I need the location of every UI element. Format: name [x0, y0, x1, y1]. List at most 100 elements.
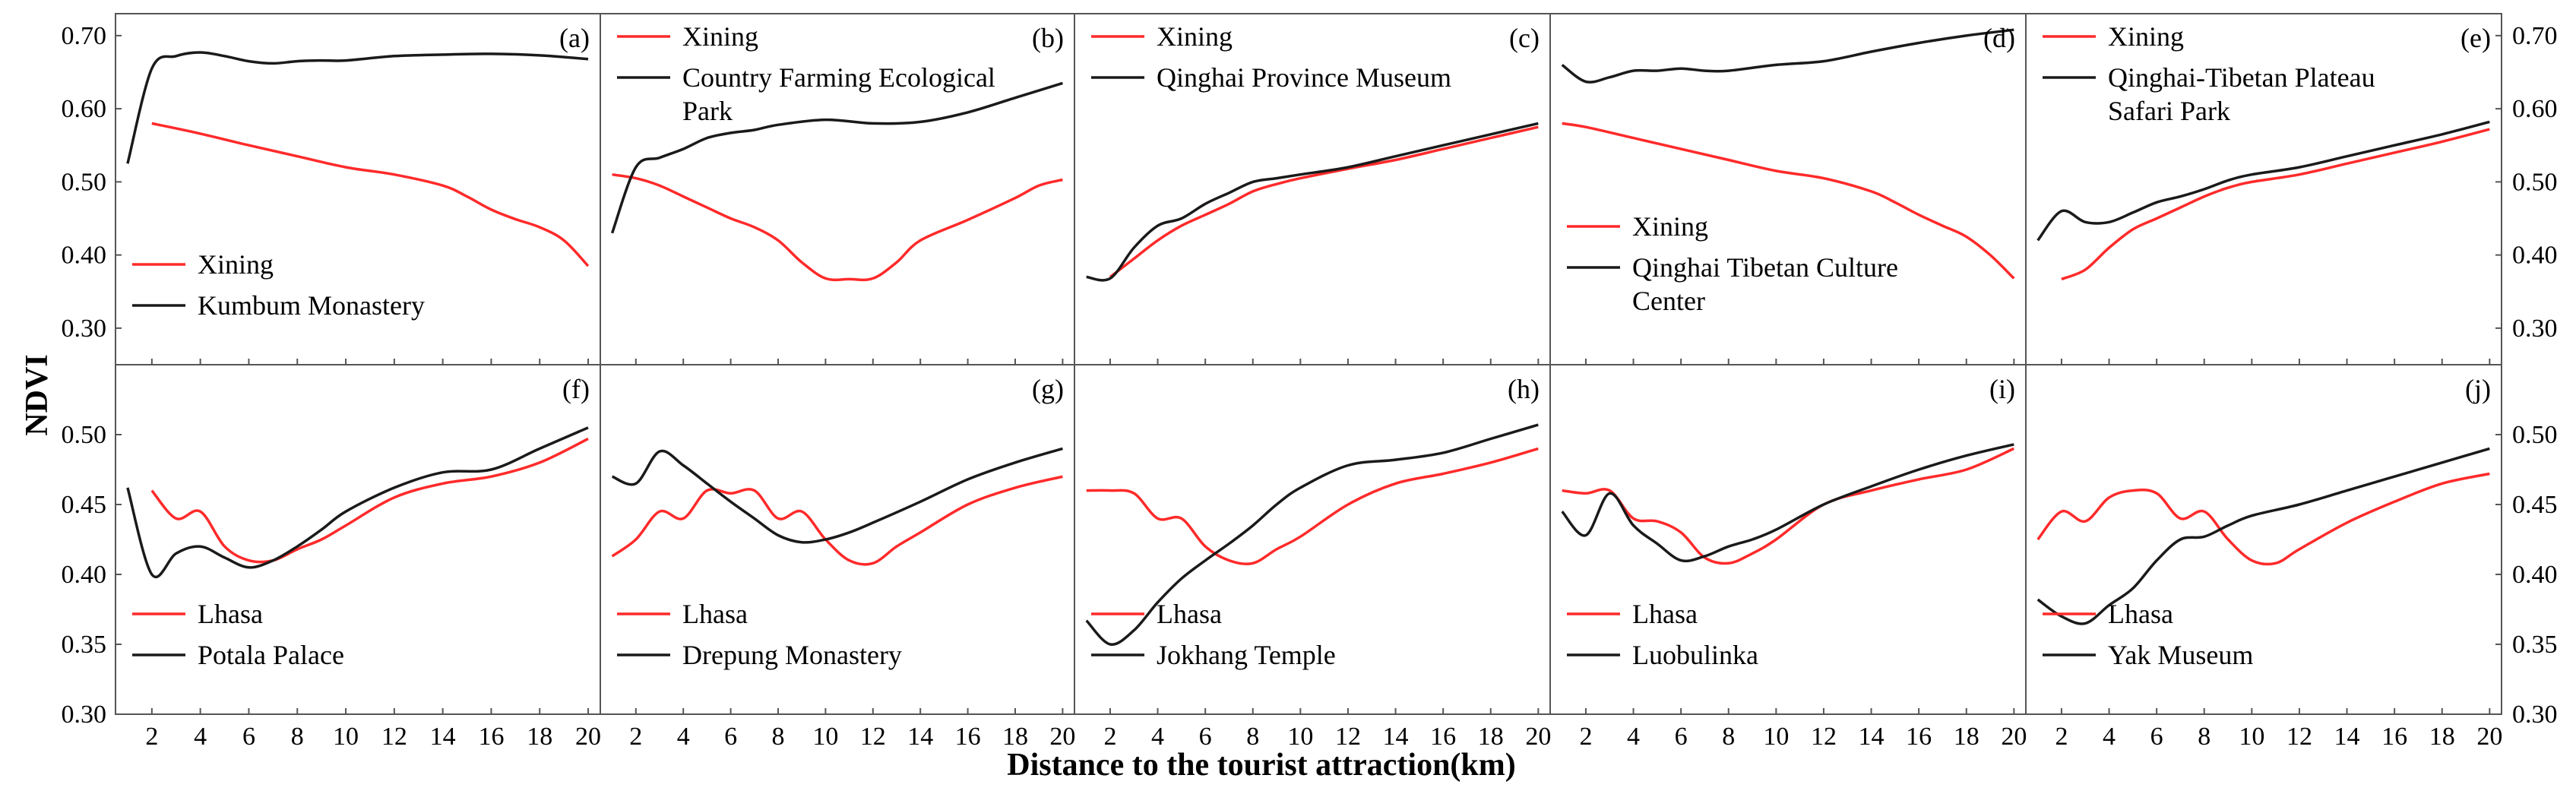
series-line-attraction — [2036, 120, 2490, 242]
series-line-city — [2061, 128, 2490, 281]
y-tick-label: 0.50 — [62, 168, 107, 196]
panel-label: (e) — [2460, 23, 2491, 53]
legend-label: Potala Palace — [198, 640, 344, 670]
legend-label: Xining — [198, 249, 274, 280]
series-line-attraction — [2036, 447, 2490, 625]
y-tick-label: 0.50 — [2512, 421, 2558, 449]
legend-label: Qinghai Tibetan Culture Center — [1632, 252, 1898, 316]
panel-e: 0.30 0.40 0.50 0.60 0.70 (e) Xining Qinghai-Tib… — [2025, 13, 2558, 365]
x-tick-label: 2 — [629, 723, 642, 751]
panel-b: (b) Xining Country Farming Ecological Park — [600, 13, 1075, 365]
x-tick-label: 12 — [1335, 723, 1361, 751]
legend-label: Lhasa — [1632, 599, 1698, 629]
y-tick-label: 0.30 — [2512, 315, 2558, 343]
series-line-attraction — [126, 426, 589, 578]
x-tick-label: 4 — [1627, 723, 1640, 751]
x-tick-label: 2 — [1103, 723, 1116, 751]
x-tick-label: 10 — [2239, 723, 2264, 751]
legend-label: Lhasa — [1157, 599, 1222, 629]
y-tick-label: 0.60 — [2512, 95, 2558, 123]
legend-label-line: Center — [1632, 286, 1705, 316]
panel-c: (c) Xining Qinghai Province Museum — [1074, 13, 1551, 365]
legend-label: Country Farming Ecological Park — [682, 62, 995, 126]
x-tick-label: 8 — [1722, 723, 1735, 751]
series-line-city — [1562, 447, 2015, 565]
legend-label: Xining — [682, 21, 758, 52]
panel-label: (a) — [559, 23, 590, 53]
panel-h: 2 4 6 8 10 12 14 16 18 20 (h) Lhasa Jokhang Temple — [1074, 364, 1551, 751]
series-line-city — [611, 475, 1063, 566]
panel-label: (i) — [1989, 374, 2015, 404]
x-tick-label: 16 — [955, 723, 981, 751]
legend-label: Luobulinka — [1632, 640, 1758, 670]
panel-frame — [1549, 364, 2027, 715]
x-tick-label: 10 — [812, 723, 838, 751]
x-tick-label: 20 — [575, 723, 601, 751]
panel-label: (f) — [562, 374, 590, 404]
y-tick-label: 0.30 — [62, 701, 107, 729]
y-tick-label: 0.50 — [2512, 168, 2558, 196]
legend-label: Lhasa — [2108, 599, 2173, 629]
legend-label-line: Park — [682, 96, 733, 126]
x-tick-label: 18 — [1002, 723, 1028, 751]
legend-label: Drepung Monastery — [682, 640, 902, 670]
legend-label-line: Qinghai Tibetan Culture — [1632, 252, 1898, 283]
x-tick-label: 16 — [478, 723, 504, 751]
legend-label: Xining — [1632, 211, 1708, 242]
y-tick-label: 0.35 — [62, 631, 107, 659]
y-tick-label: 0.40 — [62, 561, 107, 589]
x-tick-label: 14 — [1383, 723, 1409, 751]
series-line-attraction — [1561, 443, 2014, 563]
legend-label: Xining — [2108, 21, 2184, 52]
panel-label: (b) — [1032, 23, 1064, 53]
x-tick-label: 10 — [1763, 723, 1789, 751]
x-tick-label: 4 — [677, 723, 690, 751]
x-tick-label: 16 — [1906, 723, 1932, 751]
legend-label-line: Safari Park — [2108, 96, 2230, 126]
legend-label: Yak Museum — [2108, 640, 2253, 670]
x-tick-label: 18 — [527, 723, 552, 751]
series-line-city — [1086, 447, 1539, 566]
x-tick-label: 12 — [860, 723, 886, 751]
series-line-attraction — [1561, 28, 2014, 84]
x-tick-label: 4 — [2103, 723, 2116, 751]
panel-label: (j) — [2465, 374, 2491, 404]
x-tick-label: 8 — [772, 723, 785, 751]
y-tick-label: 0.30 — [62, 315, 107, 343]
panel-label: (c) — [1509, 23, 1540, 53]
x-tick-label: 2 — [2055, 723, 2068, 751]
legend-label-line: Qinghai-Tibetan Plateau — [2108, 62, 2375, 93]
x-tick-label: 18 — [2429, 723, 2455, 751]
series-line-attraction — [1086, 122, 1539, 282]
x-tick-label: 20 — [1049, 723, 1075, 751]
x-tick-label: 8 — [291, 723, 304, 751]
panel-frame — [1549, 13, 2027, 365]
panel-label: (h) — [1508, 374, 1540, 404]
x-tick-label: 14 — [1859, 723, 1885, 751]
series-line-attraction — [1085, 423, 1539, 646]
x-tick-label: 16 — [2381, 723, 2407, 751]
legend-label: Qinghai Province Museum — [1157, 62, 1451, 93]
panel-j: 2 4 6 8 10 12 14 16 18 20 0.30 0.35 0.40 0.45 0.50 (j) L… — [2025, 364, 2558, 751]
x-tick-label: 6 — [2150, 723, 2163, 751]
legend-label: Qinghai-Tibetan Plateau Safari Park — [2108, 62, 2375, 126]
series-line-city — [2036, 472, 2490, 566]
legend-label: Kumbum Monastery — [198, 290, 425, 321]
x-tick-label: 12 — [2286, 723, 2312, 751]
y-tick-label: 0.40 — [2512, 561, 2558, 589]
x-tick-label: 10 — [333, 723, 359, 751]
series-line-city — [1109, 125, 1539, 278]
x-tick-label: 6 — [724, 723, 737, 751]
panel-frame — [115, 364, 601, 715]
x-tick-label: 6 — [242, 723, 255, 751]
legend-label: Jokhang Temple — [1157, 640, 1336, 670]
x-tick-label: 14 — [430, 723, 456, 751]
x-tick-label: 18 — [1478, 723, 1504, 751]
legend-label: Lhasa — [198, 599, 263, 629]
x-tick-label: 4 — [194, 723, 207, 751]
legend-label: Lhasa — [682, 599, 748, 629]
x-tick-label: 18 — [1954, 723, 1979, 751]
series-line-attraction — [126, 51, 589, 164]
x-tick-label: 2 — [1579, 723, 1592, 751]
